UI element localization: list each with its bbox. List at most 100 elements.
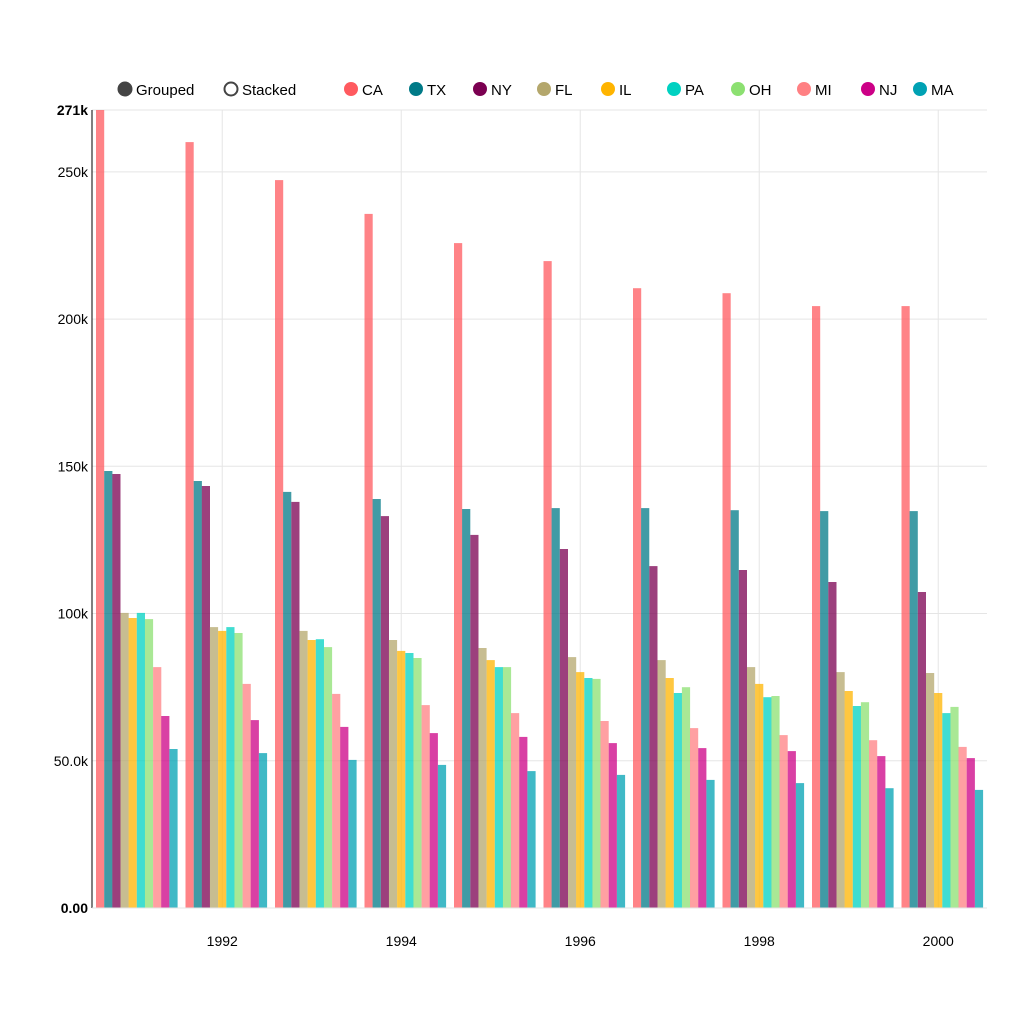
bar-ma-1991[interactable] — [169, 749, 178, 908]
bar-oh-1996[interactable] — [592, 678, 601, 908]
bar-tx-1999[interactable] — [820, 511, 829, 908]
bar-mi-1994[interactable] — [421, 705, 430, 908]
bar-pa-1992[interactable] — [226, 627, 235, 908]
legend-item-ma[interactable]: MA — [913, 82, 954, 99]
bar-fl-1993[interactable] — [299, 630, 308, 908]
bar-pa-1996[interactable] — [584, 678, 593, 908]
bar-nj-1996[interactable] — [608, 743, 617, 908]
bar-tx-1993[interactable] — [283, 491, 292, 908]
bar-nj-1998[interactable] — [787, 751, 796, 908]
bar-mi-1995[interactable] — [511, 713, 520, 908]
bar-fl-1991[interactable] — [120, 612, 129, 908]
bar-tx-1992[interactable] — [193, 481, 202, 908]
bar-nj-1994[interactable] — [429, 733, 438, 908]
bar-nj-1999[interactable] — [877, 756, 886, 908]
bar-ca-1994[interactable] — [364, 213, 373, 908]
bar-oh-1994[interactable] — [413, 658, 422, 908]
bar-ny-1998[interactable] — [738, 570, 747, 908]
bar-nj-1993[interactable] — [340, 726, 349, 908]
bar-tx-2000[interactable] — [909, 511, 918, 908]
bar-il-1995[interactable] — [486, 660, 495, 908]
bar-il-1991[interactable] — [128, 618, 137, 908]
bar-ma-1992[interactable] — [258, 753, 268, 908]
bar-pa-2000[interactable] — [942, 713, 951, 908]
bar-il-1999[interactable] — [844, 691, 853, 908]
bar-mi-1992[interactable] — [242, 683, 251, 908]
bar-il-1996[interactable] — [576, 672, 585, 908]
legend-item-pa[interactable]: PA — [667, 82, 704, 99]
bar-ny-1997[interactable] — [649, 566, 658, 908]
bar-oh-1998[interactable] — [771, 696, 780, 908]
bar-ny-1996[interactable] — [559, 549, 568, 908]
bar-nj-2000[interactable] — [966, 758, 975, 908]
control-stacked[interactable]: Stacked — [223, 81, 297, 99]
bar-ca-1995[interactable] — [454, 243, 463, 909]
bar-ny-1991[interactable] — [112, 474, 121, 908]
legend-item-mi[interactable]: MI — [797, 82, 832, 99]
bar-ma-1997[interactable] — [706, 779, 715, 908]
bar-pa-1995[interactable] — [494, 667, 503, 908]
bar-il-2000[interactable] — [934, 693, 943, 908]
bar-tx-1994[interactable] — [372, 499, 381, 908]
bar-il-1997[interactable] — [665, 678, 674, 908]
bar-il-1992[interactable] — [218, 630, 227, 908]
bar-mi-2000[interactable] — [958, 746, 967, 908]
bar-ma-1994[interactable] — [437, 764, 447, 908]
bar-mi-1997[interactable] — [690, 728, 699, 908]
bar-il-1993[interactable] — [307, 640, 316, 908]
control-grouped[interactable]: Grouped — [117, 81, 195, 99]
legend-item-il[interactable]: IL — [601, 82, 632, 99]
bar-ma-1996[interactable] — [616, 774, 626, 908]
bar-ca-1997[interactable] — [633, 288, 642, 908]
bar-mi-1996[interactable] — [600, 721, 609, 908]
bar-oh-1999[interactable] — [860, 702, 870, 908]
bar-oh-1992[interactable] — [234, 633, 243, 908]
bar-ny-1999[interactable] — [828, 582, 837, 908]
bar-ca-1992[interactable] — [185, 142, 194, 909]
bar-ny-1995[interactable] — [470, 534, 479, 908]
bar-pa-1994[interactable] — [405, 653, 414, 908]
bar-fl-2000[interactable] — [926, 673, 935, 908]
bar-oh-1993[interactable] — [323, 647, 333, 908]
bar-nj-1997[interactable] — [698, 748, 707, 908]
bar-oh-2000[interactable] — [950, 706, 959, 908]
bar-ma-1993[interactable] — [348, 759, 357, 908]
bar-pa-1999[interactable] — [852, 706, 861, 908]
legend-item-ny[interactable]: NY — [473, 82, 512, 99]
bar-tx-1995[interactable] — [462, 509, 471, 908]
bar-ma-1998[interactable] — [795, 783, 805, 908]
bar-tx-1997[interactable] — [641, 508, 650, 908]
bar-fl-1997[interactable] — [657, 660, 666, 908]
bar-mi-1993[interactable] — [332, 693, 341, 908]
bar-fl-1998[interactable] — [747, 667, 756, 908]
legend-item-tx[interactable]: TX — [409, 82, 446, 99]
bar-mi-1991[interactable] — [153, 667, 162, 908]
bar-pa-1991[interactable] — [136, 612, 145, 908]
bar-ca-1999[interactable] — [812, 306, 821, 909]
bar-nj-1991[interactable] — [161, 716, 170, 908]
bar-pa-1997[interactable] — [673, 693, 682, 908]
bar-fl-1992[interactable] — [209, 627, 219, 908]
bar-ny-2000[interactable] — [917, 592, 926, 908]
bar-ma-2000[interactable] — [974, 789, 984, 908]
bar-il-1998[interactable] — [755, 683, 764, 908]
legend-item-oh[interactable]: OH — [731, 82, 772, 99]
bar-ny-1992[interactable] — [201, 486, 210, 908]
bar-tx-1998[interactable] — [730, 510, 739, 908]
bar-ca-1993[interactable] — [275, 180, 284, 909]
bar-fl-1994[interactable] — [388, 640, 398, 908]
bar-nj-1995[interactable] — [519, 736, 528, 908]
bar-tx-1996[interactable] — [551, 508, 560, 908]
bar-ca-1998[interactable] — [722, 293, 731, 908]
bar-ma-1999[interactable] — [885, 788, 894, 908]
bar-fl-1995[interactable] — [478, 648, 487, 908]
bar-il-1994[interactable] — [397, 650, 406, 908]
bar-ny-1993[interactable] — [291, 501, 300, 908]
legend-item-nj[interactable]: NJ — [861, 82, 897, 99]
bar-ca-1991[interactable] — [96, 110, 105, 908]
bar-ny-1994[interactable] — [380, 516, 389, 908]
legend-item-ca[interactable]: CA — [344, 82, 383, 99]
bar-mi-1998[interactable] — [779, 735, 788, 908]
bar-fl-1996[interactable] — [568, 657, 577, 908]
bar-oh-1997[interactable] — [681, 687, 691, 908]
